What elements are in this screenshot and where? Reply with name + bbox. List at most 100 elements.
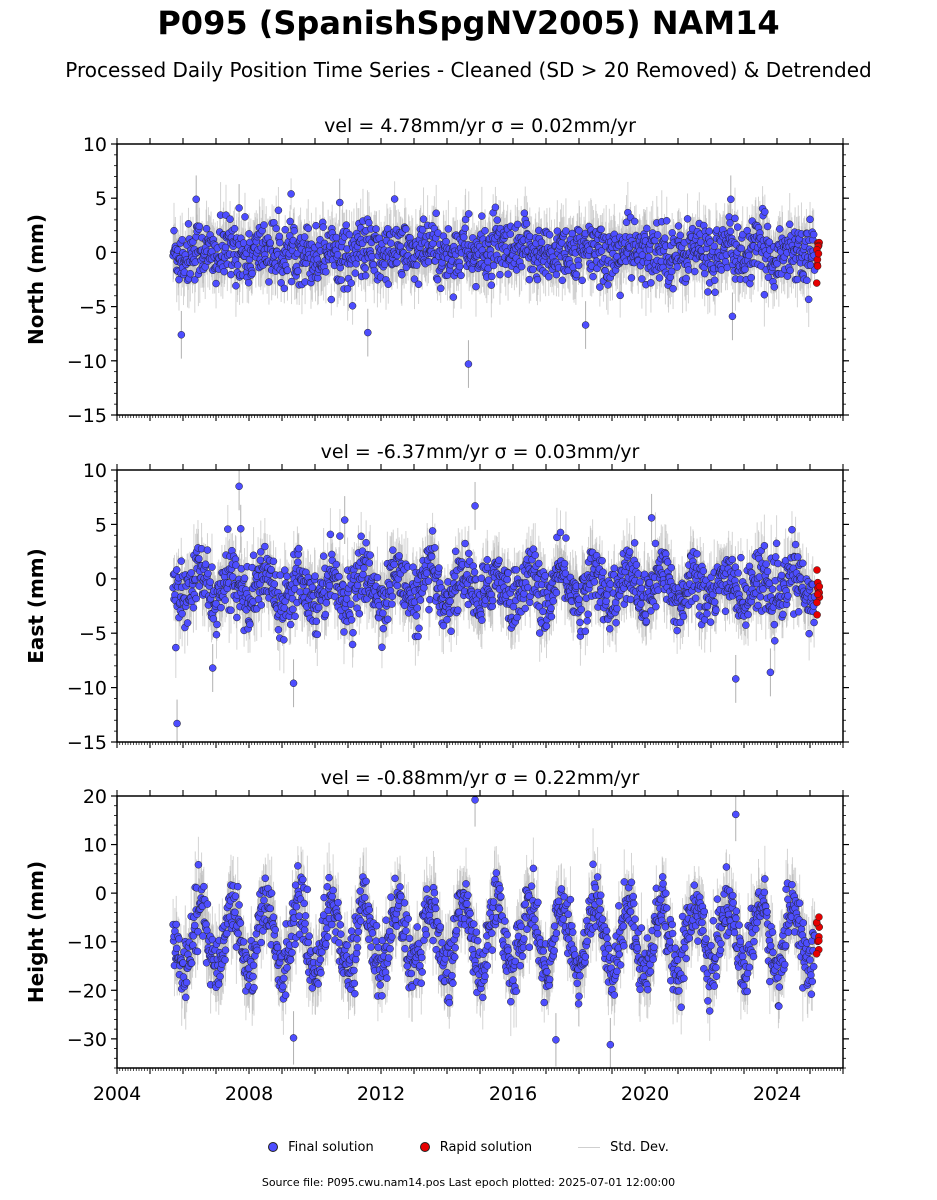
final-solution-point [455,262,464,271]
final-solution-point [506,230,515,238]
final-solution-point [361,264,369,273]
y-tick-label: −15 [67,405,107,427]
final-solution-point [226,215,234,223]
chart-title: P095 (SpanishSpgNV2005) NAM14 [157,4,780,42]
final-solution-point [674,222,683,230]
final-solution-point [745,251,753,260]
final-solution-point [294,558,302,566]
final-solution-point [572,270,581,279]
final-solution-point [711,288,719,297]
final-solution-point [195,222,204,231]
final-solution-point [201,560,210,569]
final-solution-point [457,271,465,280]
final-solution-point [212,600,220,608]
panel-title: vel = -6.37mm/yr σ = 0.03mm/yr [321,441,640,463]
final-solution-point [283,266,292,274]
final-solution-point [710,242,718,250]
final-solution-point [233,613,241,622]
final-solution-point [390,195,399,203]
final-solution-point [491,203,500,212]
final-solution-point [575,226,583,235]
final-solution-point [472,282,480,291]
final-solution-point [235,204,243,212]
final-solution-point [287,190,295,198]
final-solution-point [647,279,655,287]
final-solution-point [232,561,240,569]
final-solution-point [398,270,406,279]
final-solution-point [596,283,604,291]
rapid-solution-point [814,249,823,258]
final-solution-point [785,220,794,229]
final-solution-point [384,280,393,288]
final-solution-point [337,276,346,284]
final-solution-point [312,617,321,626]
final-solution-point [267,565,275,574]
final-solution-point [668,229,676,237]
final-solution-point [274,206,283,215]
final-solution-point [212,279,220,288]
final-solution-point [597,225,605,234]
final-solution-point [233,261,242,269]
final-solution-point [230,224,239,233]
final-solution-point [487,281,496,289]
y-tick-label: 10 [83,134,107,156]
final-solution-point [786,266,794,275]
final-solution-point [589,272,597,281]
final-solution-point [280,636,288,644]
final-solution-point [208,563,216,571]
final-solution-point [260,221,268,229]
y-axis-label: North (mm) [24,214,48,345]
final-solution-point [537,238,546,247]
final-solution-point [270,580,279,588]
final-solution-point [187,569,195,577]
final-solution-point [177,557,185,565]
final-solution-point [224,525,232,533]
final-solution-point [286,217,294,226]
final-solution-point [332,233,341,242]
final-solution-point [726,219,734,227]
final-solution-point [552,270,561,279]
final-solution-point [212,630,221,639]
final-solution-point [483,257,492,266]
final-solution-point [192,195,200,204]
final-solution-point [661,234,669,242]
final-solution-point [221,243,230,252]
final-solution-point [669,284,677,293]
final-solution-point [493,216,501,224]
final-solution-point [418,225,427,234]
final-solution-point [682,274,690,283]
final-solution-point [676,231,685,240]
final-solution-point [504,270,512,278]
final-solution-point [178,236,186,244]
final-solution-point [804,295,813,304]
final-solution-point [336,198,344,207]
final-solution-point [488,272,496,281]
final-solution-point [793,275,802,284]
final-solution-point [257,548,265,556]
final-solution-point [204,569,212,578]
final-solution-point [691,267,699,276]
final-solution-point [622,218,631,227]
final-solution-point [327,295,336,304]
final-solution-point [347,279,355,287]
final-solution-point [361,271,370,280]
final-solution-point [229,573,237,581]
final-solution-point [727,195,735,204]
final-solution-point [290,227,299,235]
final-solution-point [496,270,504,279]
final-solution-point [311,572,319,580]
final-solution-point [737,244,746,253]
final-solution-point [449,293,458,301]
final-solution-point [545,273,553,281]
final-solution-point [402,225,410,233]
final-solution-point [414,280,423,289]
final-solution-point [773,259,781,268]
final-solution-point [597,247,606,255]
final-solution-point [460,233,468,241]
final-solution-point [413,261,421,269]
final-solution-point [410,275,419,283]
panel-title: vel = 4.78mm/yr σ = 0.02mm/yr [324,115,636,137]
final-solution-point [265,278,273,286]
final-solution-point [704,288,712,296]
